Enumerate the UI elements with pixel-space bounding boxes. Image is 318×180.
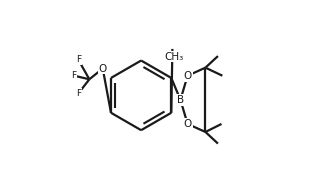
Text: O: O xyxy=(99,64,107,74)
Text: O: O xyxy=(183,71,192,81)
Text: F: F xyxy=(76,55,81,64)
Text: O: O xyxy=(183,119,192,129)
Text: F: F xyxy=(72,71,77,80)
Text: F: F xyxy=(76,89,81,98)
Text: CH₃: CH₃ xyxy=(164,52,184,62)
Text: B: B xyxy=(177,95,184,105)
